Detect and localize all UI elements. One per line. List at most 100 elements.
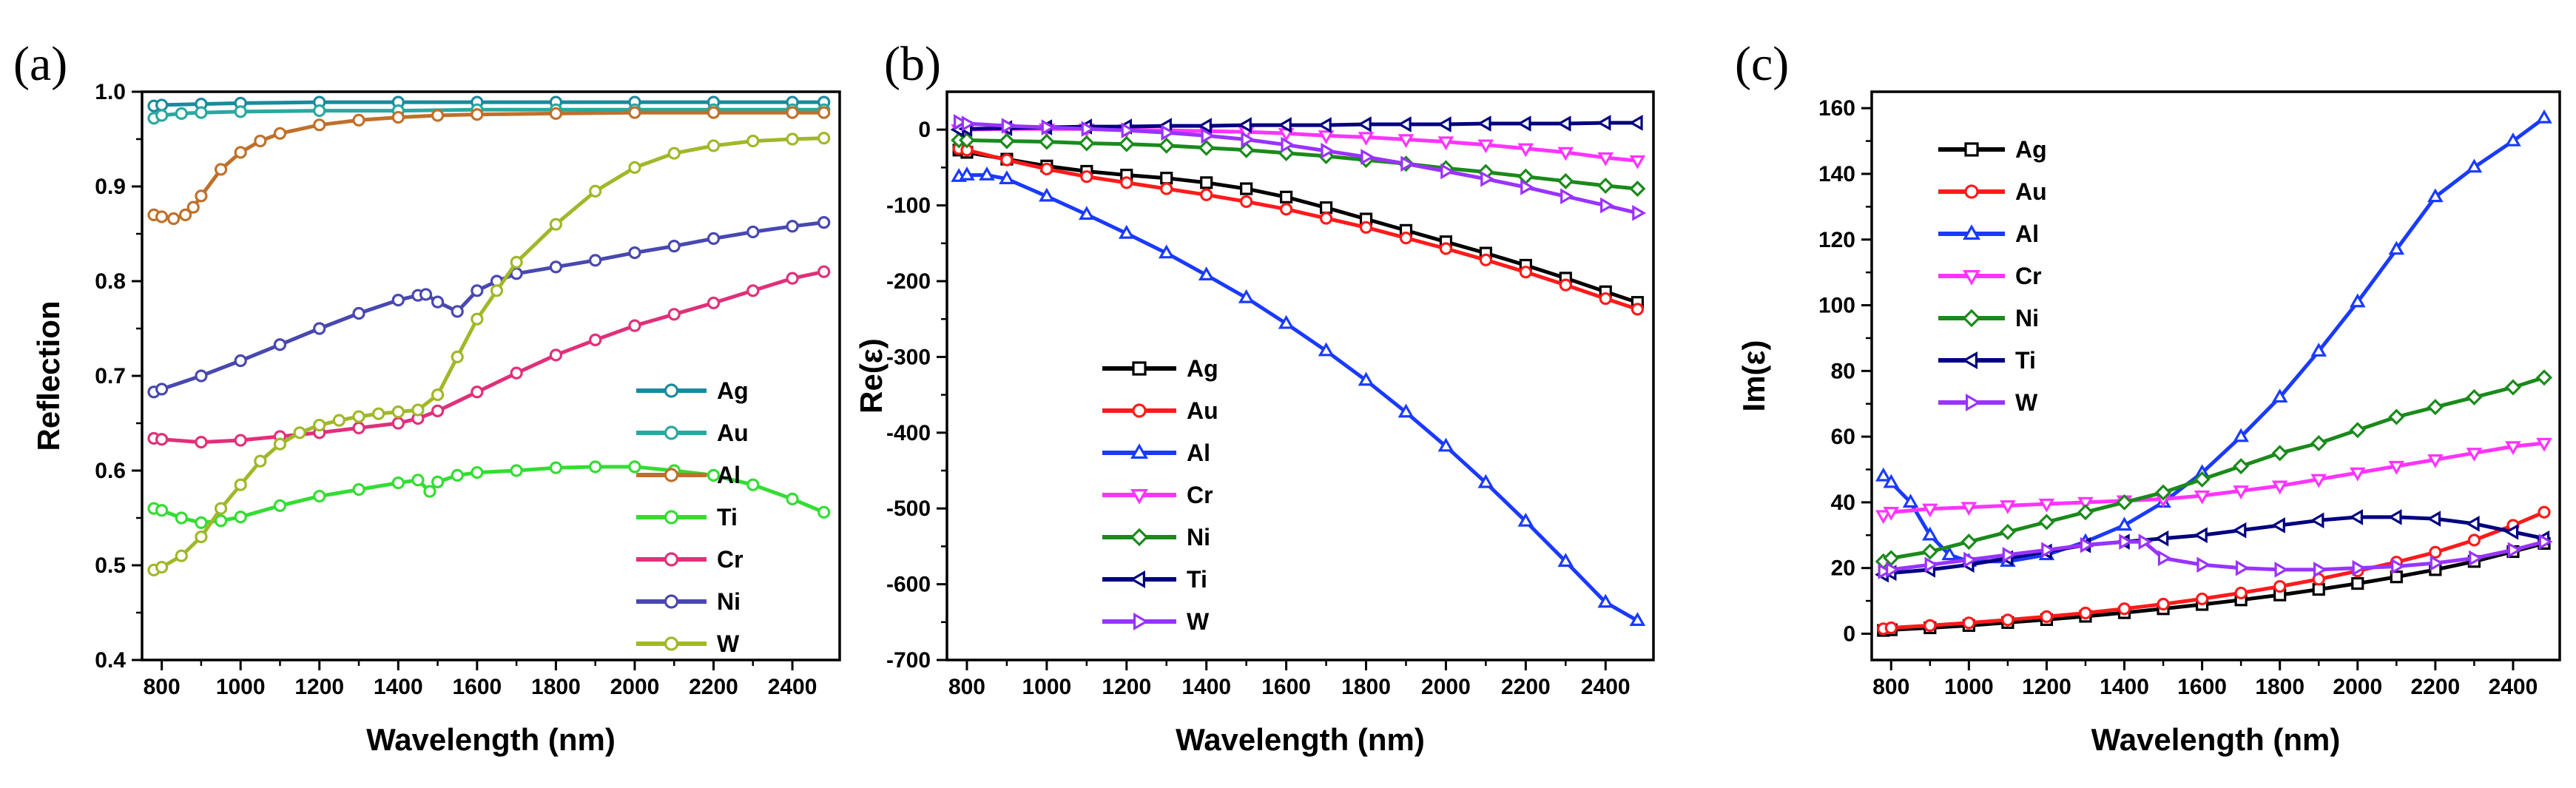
panel-b-point-au [1160,182,1173,195]
panel-c-point-w [2469,550,2484,567]
panel-c-point-cr [2194,490,2211,505]
panel-c-x-tick-label: 1200 [2022,675,2071,699]
panel-a-point-ti [707,468,721,482]
panel-b-x-tick-label: 1000 [1022,675,1072,699]
panel-c-y-tick-label: 20 [1831,556,1855,581]
panel-a-point-al [254,134,267,148]
panel-b-point-w [1041,119,1056,135]
panel-c-point-au [2467,533,2481,547]
panel-a-point-w [431,388,445,402]
panel-c-legend-item-al: Al [1938,220,2039,247]
panel-a-point-cr [589,333,602,346]
panel-a-x-tick-label: 1400 [374,675,423,699]
panel-a-point-ti [746,478,760,491]
panel-b-point-cr [1597,152,1614,166]
panel-a-point-cr [234,434,247,447]
panel-b-point-w [1480,170,1494,187]
panel-a-point-cr [628,319,641,332]
panel-a-legend-marker [664,552,679,567]
panel-c-point-cr [2466,448,2483,462]
panel-a-point-al [786,106,799,119]
panel-a-point-ni [195,369,208,383]
panel-c-point-w [2507,542,2522,559]
panel-b-point-au [1200,188,1213,201]
panel-b-legend-label: Ni [1187,524,1210,550]
panel-c-legend-label: Cr [2015,263,2042,289]
panel-c-point-au [2079,606,2092,620]
panel-b-point-w [1161,124,1176,141]
panel-b-x-tick-label: 1200 [1102,675,1151,699]
panel-b-point-au [1479,253,1492,266]
panel-a-point-w [352,410,365,423]
panel-b-point-ni [1078,135,1095,152]
panel-b-legend-label: Al [1187,440,1210,466]
panel-a-point-ti [510,464,523,477]
panel-c-point-ni [1960,533,1977,550]
panel-a-legend-item-cr: Cr [636,546,744,573]
panel-b-point-ni [1557,172,1574,189]
panel-b-point-ag [1280,190,1293,203]
panel-a-point-w [195,530,208,544]
panel-a-series-ni [147,216,831,399]
panel-c-series-al [1875,109,2552,568]
panel-a-point-cr [510,366,523,380]
panel-a-point-cr [786,272,799,285]
panel-b-point-au [1399,232,1413,245]
panel-a-legend-label: Au [717,420,749,446]
panel-c-point-cr [1960,502,1977,516]
panel-c-legend-marker [1964,142,1979,157]
panel-c-legend-marker [1964,184,1979,199]
panel-b-point-w [953,114,968,130]
panel-c-point-au [2429,545,2442,559]
panel-c-point-ti [2504,524,2519,540]
panel-b-legend-marker [1133,613,1149,630]
panel-c-legend-label: Ti [2015,347,2036,374]
panel-b-point-w [1201,127,1215,144]
panel-c-point-ni [1921,543,1938,560]
panel-a-y-axis-title: Reflection [31,300,66,451]
panel-c-point-ni [2427,399,2444,416]
panel-c-point-w [2391,558,2405,575]
panel-c-line-au [1881,510,2546,631]
panel-a-point-al [628,106,641,119]
panel-a-y-tick-label: 1.0 [95,80,126,104]
panel-a-point-w [254,454,267,468]
panel-b-legend-marker [1130,528,1149,547]
panel-b-point-w [1632,205,1647,221]
panel-c-point-cr [1921,503,1938,518]
panel-c-legend-item-au: Au [1938,178,2047,205]
panel-b-y-tick-label: -500 [886,496,931,521]
panel-a-point-w [817,132,831,145]
panel-b-point-al [1629,612,1646,626]
panel-b-point-ti [1278,117,1292,133]
panel-a-point-ti [313,489,326,503]
panel-b-point-ti [1517,115,1531,132]
panel-b-point-al [1557,553,1574,568]
panel-b-legend-label: Ti [1187,566,1207,593]
panel-a-point-w [234,478,247,491]
panel-c-point-ti [2349,509,2363,525]
panel-c-point-w [2080,536,2094,553]
panel-a-line-cr [152,269,826,445]
panel-a-point-ni [471,284,484,297]
panel-b-series-al [951,166,1646,626]
panel-c-point-cr [2388,460,2405,475]
panel-c-label: (c) [1735,37,1789,91]
panel-c-point-ti [2194,527,2208,544]
panel-a-point-cr [707,296,721,310]
panel-c-point-ti [2387,509,2402,525]
panel-a-legend-item-ni: Ni [636,588,741,615]
panel-a-point-ni [352,306,365,320]
panel-c-point-al [2310,343,2327,357]
panel-c-series-cr [1875,437,2552,525]
panel-b-point-ni [1198,139,1215,156]
panel-b-point-ti [1357,116,1372,132]
panel-c-legend-item-ag: Ag [1938,136,2047,163]
panel-a-point-cr [195,435,208,449]
panel-a-point-al [186,201,200,214]
panel-b-x-tick-label: 800 [948,675,985,699]
panel-c-point-al [2233,428,2249,442]
panel-a-point-ti [817,505,831,519]
panel-a-point-ti [471,465,484,479]
panel-a-point-w [411,403,425,417]
